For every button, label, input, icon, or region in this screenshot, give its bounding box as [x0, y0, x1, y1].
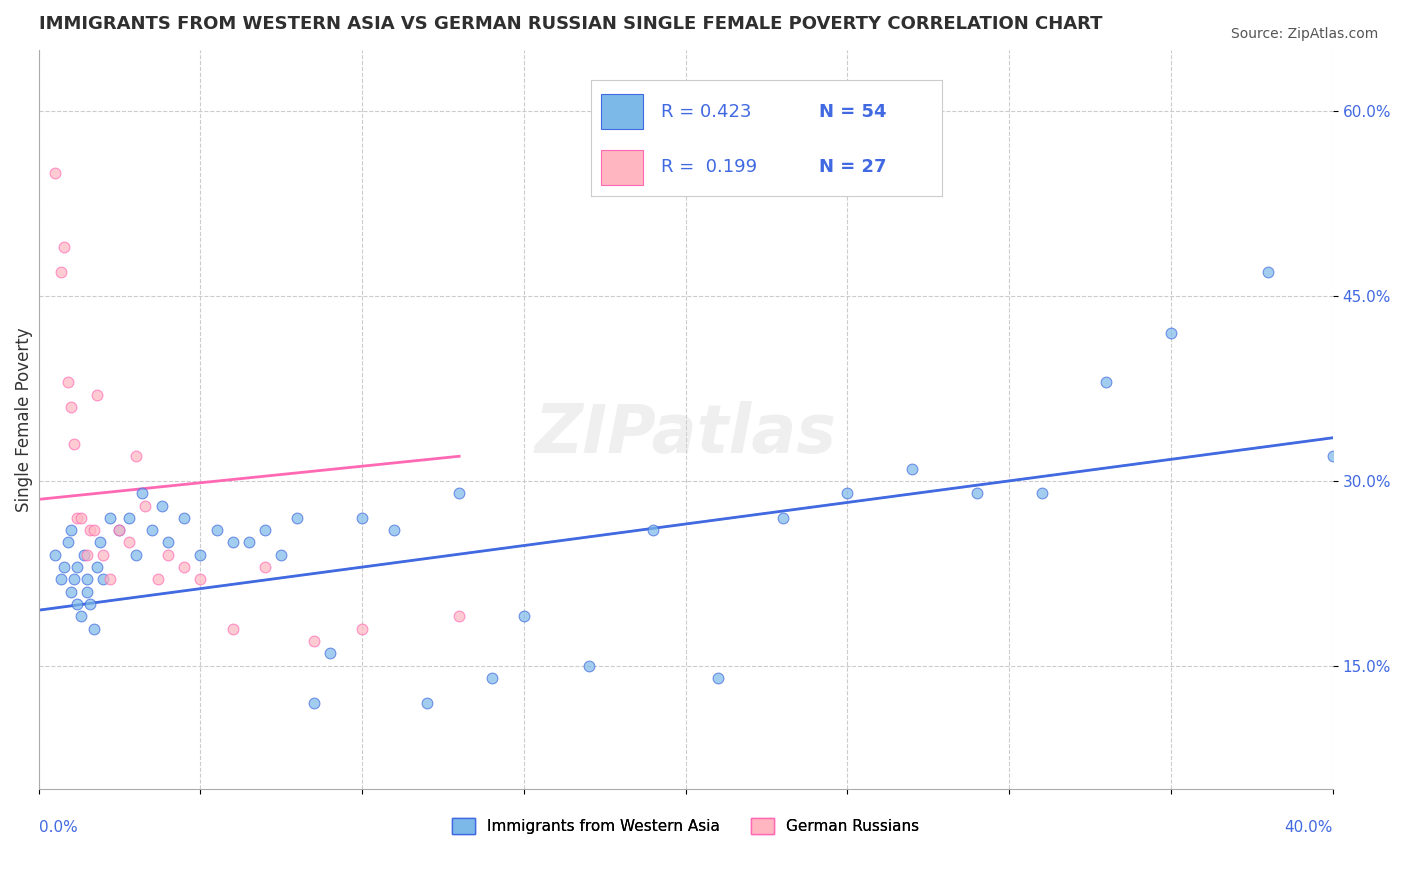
- Point: [134, 499, 156, 513]
- Point: [1160, 326, 1182, 340]
- Point: [966, 486, 988, 500]
- Point: [89, 535, 111, 549]
- Point: [1095, 376, 1118, 390]
- Point: [53, 560, 76, 574]
- Point: [150, 499, 173, 513]
- Point: [59, 523, 82, 537]
- Point: [221, 622, 243, 636]
- Point: [173, 511, 195, 525]
- Text: IMMIGRANTS FROM WESTERN ASIA VS GERMAN RUSSIAN SINGLE FEMALE POVERTY CORRELATION: IMMIGRANTS FROM WESTERN ASIA VS GERMAN R…: [38, 15, 1102, 33]
- Point: [156, 548, 179, 562]
- FancyBboxPatch shape: [602, 95, 644, 129]
- Point: [44, 166, 66, 180]
- Legend: Immigrants from Western Asia, German Russians: Immigrants from Western Asia, German Rus…: [446, 812, 925, 840]
- Point: [59, 584, 82, 599]
- Text: N = 27: N = 27: [818, 158, 887, 177]
- Point: [91, 548, 114, 562]
- Point: [66, 560, 89, 574]
- Point: [73, 548, 96, 562]
- Point: [83, 622, 105, 636]
- Point: [384, 523, 406, 537]
- Point: [131, 486, 153, 500]
- Point: [86, 387, 108, 401]
- Point: [98, 511, 121, 525]
- Point: [66, 597, 89, 611]
- Point: [449, 486, 471, 500]
- Point: [1031, 486, 1053, 500]
- Point: [76, 548, 98, 562]
- Point: [352, 511, 374, 525]
- Point: [124, 548, 146, 562]
- Point: [108, 523, 131, 537]
- Point: [44, 548, 66, 562]
- Point: [352, 622, 374, 636]
- Text: N = 54: N = 54: [818, 103, 887, 120]
- Point: [51, 573, 73, 587]
- Text: 40.0%: 40.0%: [1285, 820, 1333, 835]
- Point: [302, 634, 325, 648]
- Point: [51, 264, 73, 278]
- Point: [302, 696, 325, 710]
- Point: [63, 437, 86, 451]
- Point: [98, 573, 121, 587]
- Point: [66, 511, 89, 525]
- Point: [238, 535, 260, 549]
- Point: [449, 609, 471, 624]
- FancyBboxPatch shape: [602, 150, 644, 185]
- Point: [837, 486, 859, 500]
- Text: Source: ZipAtlas.com: Source: ZipAtlas.com: [1230, 27, 1378, 41]
- Point: [83, 523, 105, 537]
- Point: [79, 523, 101, 537]
- Point: [481, 671, 503, 685]
- Text: ZIPatlas: ZIPatlas: [534, 401, 837, 467]
- Point: [56, 535, 79, 549]
- Point: [53, 240, 76, 254]
- Point: [56, 376, 79, 390]
- Point: [69, 609, 91, 624]
- Point: [141, 523, 163, 537]
- Point: [901, 461, 924, 475]
- Point: [156, 535, 179, 549]
- Point: [188, 573, 211, 587]
- Point: [1257, 264, 1279, 278]
- Point: [643, 523, 665, 537]
- Point: [270, 548, 292, 562]
- Point: [772, 511, 794, 525]
- Point: [124, 449, 146, 463]
- Point: [254, 560, 277, 574]
- Point: [205, 523, 228, 537]
- Point: [76, 573, 98, 587]
- Point: [118, 535, 141, 549]
- Point: [221, 535, 243, 549]
- Point: [118, 511, 141, 525]
- Text: R =  0.199: R = 0.199: [661, 158, 756, 177]
- Point: [173, 560, 195, 574]
- Point: [319, 646, 342, 660]
- Point: [188, 548, 211, 562]
- Point: [254, 523, 277, 537]
- Point: [63, 573, 86, 587]
- Point: [76, 584, 98, 599]
- Text: R = 0.423: R = 0.423: [661, 103, 751, 120]
- Text: 0.0%: 0.0%: [38, 820, 77, 835]
- Point: [108, 523, 131, 537]
- Point: [79, 597, 101, 611]
- Point: [1322, 449, 1344, 463]
- Point: [707, 671, 730, 685]
- Point: [578, 658, 600, 673]
- Point: [148, 573, 170, 587]
- Point: [91, 573, 114, 587]
- Point: [287, 511, 309, 525]
- Point: [69, 511, 91, 525]
- Point: [513, 609, 536, 624]
- Point: [86, 560, 108, 574]
- Point: [416, 696, 439, 710]
- Point: [59, 400, 82, 414]
- Y-axis label: Single Female Poverty: Single Female Poverty: [15, 327, 32, 512]
